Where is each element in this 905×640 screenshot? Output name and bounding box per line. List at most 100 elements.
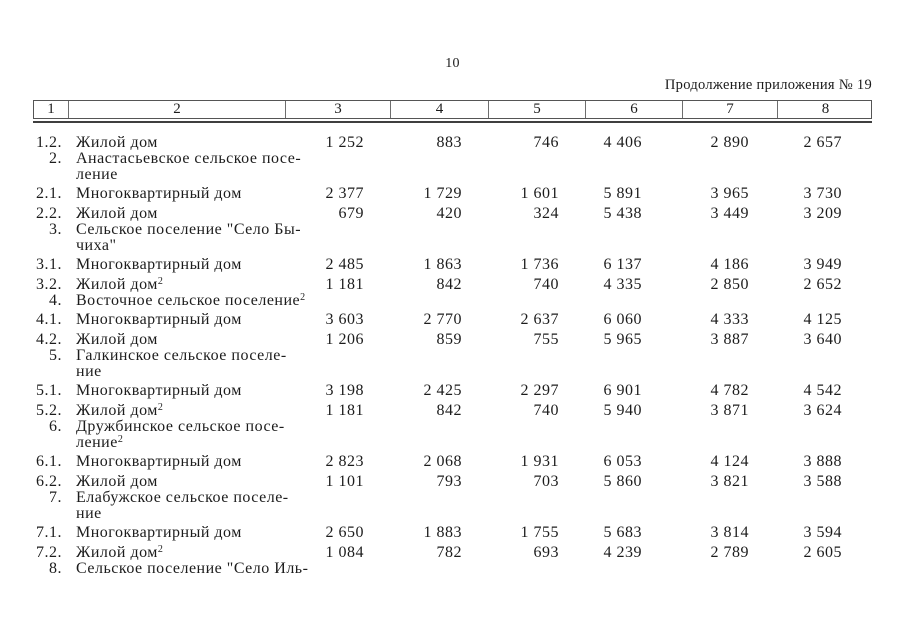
row-name: Многоквартирный дом [68,525,285,541]
value-cell: 6 060 [603,311,642,328]
value-cell [585,561,682,577]
row-name-line: Жилой дом2 [76,401,163,419]
column-header: 1 [34,101,69,118]
table-row: 6.2. Жилой дом 1 101 793 703 5 860 3 821 3 588 [33,470,872,490]
row-number: 3. [49,220,62,238]
row-number: 7.1. [36,524,62,541]
row-name-line: Галкинское сельское поселе- [76,346,287,364]
value-cell: 2 425 [423,382,462,399]
row-number: 6.1. [36,453,62,470]
column-header: 7 [683,101,778,118]
value-cell: 5 683 [603,524,642,541]
column-header: 4 [391,101,489,118]
value-cell: 3 949 [803,256,842,273]
row-name-line: Сельское поселение "Село Бы- [76,220,302,238]
row-name: Жилой дом2 [68,401,285,419]
value-cell: 5 860 [603,472,642,490]
value-cell: 3 209 [803,204,842,222]
table-row: 2.1. Многоквартирный дом 2 377 1 729 1 601 5 … [33,183,872,203]
value-cell: 1 736 [520,256,559,273]
value-cell: 842 [436,275,462,293]
value-cell: 1 181 [325,401,364,419]
row-number: 3.1. [36,256,62,273]
value-cell: 1 729 [423,185,462,202]
row-name-line: ние [76,504,102,522]
value-cell: 3 449 [710,204,749,222]
table-row: 2. Анастасьевское сельское посе-ление [33,150,872,183]
table-row: 4.2. Жилой дом 1 206 859 755 5 965 3 887 3 640 [33,328,872,348]
value-cell: 755 [533,330,559,348]
value-cell [285,561,390,577]
value-cell: 4 406 [603,133,642,151]
value-cell: 793 [436,472,462,490]
row-name-line: Жилой дом [76,133,158,151]
table-row: 5. Галкинское сельское поселе-ние [33,346,872,380]
value-cell [285,348,390,380]
value-cell: 3 887 [710,330,749,348]
value-cell: 4 239 [603,543,642,561]
value-cell: 2 789 [710,543,749,561]
value-cell [285,222,390,254]
row-name: Жилой дом2 [68,544,285,561]
value-cell: 740 [533,275,559,293]
value-cell [488,151,585,183]
value-cell: 3 730 [803,185,842,202]
row-number: 6.2. [36,472,62,490]
value-cell: 3 594 [803,524,842,541]
value-cell: 324 [533,204,559,222]
value-cell: 3 821 [710,472,749,490]
row-number: 5.2. [36,401,62,419]
row-name: Анастасьевское сельское посе-ление [68,150,301,183]
value-cell [682,561,777,577]
table-row: 4. Восточное сельское поселение2 [33,291,872,309]
value-cell: 4 542 [803,382,842,399]
row-name-line: Многоквартирный дом [76,382,242,399]
value-cell: 4 335 [603,275,642,293]
value-cell [285,490,390,522]
row-name-line: Восточное сельское поселение2 [76,291,306,309]
value-cell: 3 624 [803,401,842,419]
value-cell [585,348,682,380]
value-cell: 3 871 [710,401,749,419]
table-row: 6. Дружбинское сельское посе-ление2 [33,418,872,451]
footnote-marker: 2 [157,401,163,413]
value-cell [585,222,682,254]
row-name-line: Многоквартирный дом [76,311,242,328]
table-row: 4.1. Многоквартирный дом 3 603 2 770 2 637 6 … [33,309,872,329]
table-row: 8. Сельское поселение "Село Иль- [33,560,872,577]
column-header: 5 [489,101,586,118]
row-name-line: Елабужское сельское поселе- [76,488,289,506]
value-cell: 740 [533,401,559,419]
value-cell: 4 333 [710,311,749,328]
row-name-line: ление [76,165,118,183]
value-cell: 2 823 [325,453,364,470]
value-cell: 5 438 [603,204,642,222]
row-number: 5.1. [36,382,62,399]
page-number: 10 [445,56,460,71]
row-number: 1.2. [36,133,62,151]
row-name: Елабужское сельское поселе-ние [68,488,289,522]
value-cell: 1 252 [325,133,364,151]
value-cell: 2 650 [325,524,364,541]
value-cell [285,419,390,451]
value-cell [777,490,872,522]
value-cell: 2 770 [423,311,462,328]
value-cell: 703 [533,472,559,490]
row-number: 2.2. [36,204,62,222]
value-cell: 6 901 [603,382,642,399]
value-cell: 1 084 [325,543,364,561]
value-cell [682,293,777,309]
footnote-marker: 2 [300,291,306,303]
row-name-line: Жилой дом2 [76,275,163,293]
row-name: Жилой дом [68,133,285,151]
value-cell: 1 601 [520,185,559,202]
value-cell: 3 603 [325,311,364,328]
row-name: Многоквартирный дом [68,454,285,470]
value-cell: 4 782 [710,382,749,399]
row-number: 4.1. [36,311,62,328]
value-cell [777,419,872,451]
row-name-line: Жилой дом [76,204,158,222]
